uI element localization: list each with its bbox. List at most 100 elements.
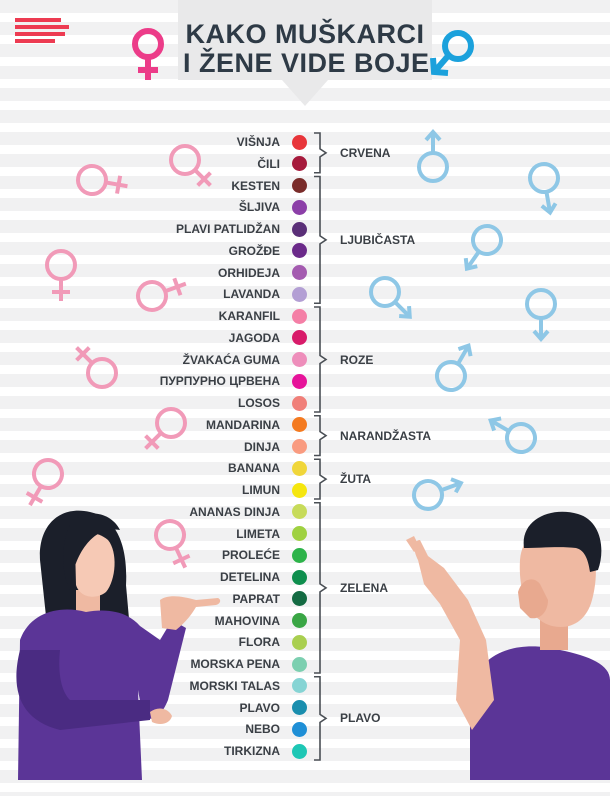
color-swatch <box>292 547 307 563</box>
color-name: DETELINA <box>220 570 280 584</box>
male-symbol-icon <box>525 288 557 343</box>
color-name: PAPRAT <box>232 591 280 606</box>
color-name: MAHOVINA <box>214 613 280 628</box>
color-name: DINJA <box>243 439 280 454</box>
group-bracket <box>314 306 328 413</box>
male-symbol-icon <box>528 162 560 216</box>
female-symbol-icon <box>75 346 118 389</box>
male-symbol-icon <box>430 30 474 76</box>
group-bracket <box>314 675 328 761</box>
group-bracket <box>314 458 328 500</box>
color-swatch <box>292 265 307 280</box>
color-name: NEBO <box>245 722 280 737</box>
color-swatch <box>292 526 307 541</box>
color-swatch <box>292 395 307 411</box>
color-swatch <box>292 743 307 759</box>
color-swatch <box>292 134 307 150</box>
title-line-1: KAKO MUŠKARCI <box>185 19 425 49</box>
color-swatch <box>292 178 307 193</box>
title-line-2: I ŽENE VIDE BOJE <box>183 48 430 78</box>
color-swatch <box>292 656 307 672</box>
color-swatch <box>292 613 307 628</box>
color-name: PLAVI PATLIDŽAN <box>176 222 280 236</box>
color-swatch <box>292 417 307 433</box>
color-name: MANDARINA <box>206 417 280 432</box>
color-name: ČILI <box>257 156 280 171</box>
female-symbol-icon <box>76 164 128 196</box>
male-symbol-icon <box>463 224 503 272</box>
group-bracket <box>314 132 328 174</box>
color-swatch <box>292 591 307 607</box>
group-label: CRVENA <box>340 145 391 160</box>
color-swatch <box>292 156 307 172</box>
color-swatch <box>292 700 307 715</box>
male-symbol-icon <box>488 416 537 454</box>
color-swatch <box>292 482 307 498</box>
group-label: ZELENA <box>340 580 388 595</box>
color-name: ŽVAKAĆA GUMA <box>182 352 280 367</box>
group-bracket <box>314 501 328 674</box>
color-name: FLORA <box>238 635 280 650</box>
color-name: LAVANDA <box>223 287 280 302</box>
color-swatch <box>292 504 307 520</box>
color-swatch <box>292 678 307 694</box>
male-symbol-icon <box>369 276 412 319</box>
color-name: LIMUN <box>242 483 280 497</box>
group-label: LJUBIČASTA <box>340 232 416 247</box>
color-swatch <box>292 352 307 367</box>
color-name: MORSKI TALAS <box>189 678 280 693</box>
female-symbol-icon <box>25 458 64 507</box>
color-name: GROŽĐE <box>228 243 280 258</box>
woman-pointing-illustration <box>16 510 221 780</box>
male-symbol-icon <box>412 477 464 511</box>
color-name: BANANA <box>228 461 280 476</box>
color-swatch <box>292 569 307 585</box>
color-swatch <box>292 221 307 237</box>
color-swatch <box>292 286 307 302</box>
page-title: KAKO MUŠKARCI I ŽENE VIDE BOJE <box>183 19 430 78</box>
group-label: NARANDŽASTA <box>340 428 432 443</box>
color-name: ORHIDEJA <box>217 265 280 280</box>
female-symbol-icon <box>45 249 77 301</box>
group-label: PLAVO <box>340 711 381 726</box>
male-symbol-icon <box>435 343 473 392</box>
title-banner <box>178 0 432 106</box>
color-name: JAGODA <box>228 330 280 345</box>
color-name: PROLEĆE <box>221 548 280 563</box>
menu-lines-logo <box>15 18 73 48</box>
color-swatch <box>292 634 307 650</box>
color-name: VIŠNJA <box>236 135 280 149</box>
color-name: KESTEN <box>231 178 280 193</box>
color-name: ŠLJIVA <box>238 200 280 215</box>
color-swatch <box>292 721 307 737</box>
color-swatch <box>292 243 307 259</box>
female-symbol-icon <box>144 407 187 450</box>
color-swatch <box>292 199 307 215</box>
color-swatch <box>292 439 307 454</box>
color-swatch <box>292 330 307 346</box>
color-name: PLAVO <box>239 700 280 715</box>
color-swatch <box>292 308 307 324</box>
color-name: TIRKIZNA <box>224 744 280 758</box>
female-symbol-icon <box>169 144 212 187</box>
color-name: LIMETA <box>236 526 280 541</box>
group-label: ROZE <box>340 352 374 367</box>
color-name: ПУРПУРНО ЦРВЕНА <box>159 374 280 389</box>
color-swatch <box>292 460 307 476</box>
male-symbol-icon <box>417 128 449 183</box>
female-symbol-icon <box>154 519 191 569</box>
color-name: MORSKA PENA <box>190 657 280 671</box>
color-name: ANANAS DINJA <box>189 504 280 519</box>
color-swatch <box>292 373 307 389</box>
color-name: KARANFIL <box>218 309 280 323</box>
group-bracket <box>314 175 328 305</box>
group-label: ŽUTA <box>340 472 372 487</box>
female-symbol-icon <box>136 277 187 312</box>
color-name: LOSOS <box>237 396 280 410</box>
group-bracket <box>314 414 328 457</box>
man-thinking-illustration <box>406 511 610 780</box>
